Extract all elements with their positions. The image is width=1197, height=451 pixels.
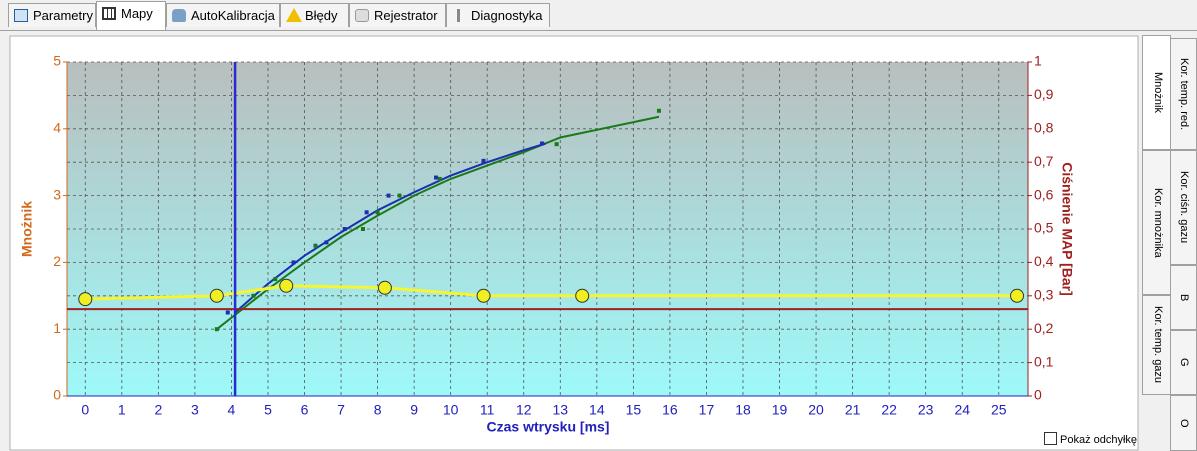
x-tick-label: 3	[191, 402, 199, 418]
tab[interactable]: Parametry	[8, 3, 96, 27]
series-line	[234, 142, 546, 314]
y-tick-label: 0	[53, 387, 61, 403]
x-tick-label: 4	[228, 402, 236, 418]
data-marker	[476, 288, 491, 303]
x-tick-label: 21	[845, 402, 861, 418]
x-tick-label: 20	[808, 402, 824, 418]
x-tick-label: 17	[699, 402, 715, 418]
checkbox[interactable]: Pokaż odchyłkę	[1044, 432, 1137, 446]
x-tick-label: 19	[772, 402, 788, 418]
x-tick-label: 18	[735, 402, 751, 418]
data-point	[375, 210, 380, 215]
data-point	[273, 277, 278, 282]
x-tick-label: 25	[991, 402, 1007, 418]
data-marker	[279, 278, 294, 293]
data-point	[386, 193, 391, 198]
x-tick-label: 10	[443, 402, 459, 418]
side-tab[interactable]: Kor. temp. gazu	[1142, 295, 1171, 395]
y2-tick-label: 0,6	[1034, 186, 1054, 202]
tab[interactable]: AutoKalibracja	[166, 3, 280, 27]
side-tab[interactable]: B	[1170, 265, 1197, 330]
data-point	[342, 227, 347, 231]
y2-tick-label: 0,8	[1034, 120, 1054, 136]
y-axis-title: Mnożnik	[19, 201, 35, 257]
chart: Mnożnik Ciśnienie MAP [Bar] Czas wtrysku…	[9, 35, 1139, 451]
data-point	[554, 142, 559, 147]
data-point	[251, 293, 256, 298]
x-tick-label: 11	[480, 402, 495, 418]
x-tick-label: 13	[552, 402, 568, 418]
x-tick-label: 2	[154, 402, 162, 418]
x-tick-label: 12	[516, 402, 532, 418]
tab-bar: Parametry Mapy AutoKalibracja Błędy Reje…	[0, 0, 1197, 31]
side-tab[interactable]: G	[1170, 330, 1197, 395]
checkbox-label: Pokaż odchyłkę	[1060, 434, 1138, 446]
data-marker	[209, 288, 224, 303]
x-tick-label: 5	[264, 402, 272, 418]
data-point	[225, 310, 230, 315]
data-point	[540, 141, 545, 146]
data-point	[364, 210, 369, 215]
data-point	[291, 260, 296, 265]
x-tick-label: 24	[954, 402, 970, 418]
tab[interactable]: Diagnostyka	[446, 3, 550, 27]
y-tick-label: 3	[53, 186, 61, 202]
y2-tick-label: 0,1	[1034, 353, 1054, 369]
x-tick-label: 1	[118, 402, 126, 418]
tab-label: Mapy	[121, 6, 153, 21]
y-tick-label: 2	[53, 253, 61, 269]
x-tick-label: 23	[918, 402, 934, 418]
data-point	[214, 327, 219, 332]
y2-tick-label: 0,4	[1034, 253, 1054, 269]
x-tick-label: 6	[301, 402, 309, 418]
data-marker	[377, 280, 392, 295]
x-tick-label: 7	[337, 402, 345, 418]
tab[interactable]: Błędy	[280, 3, 349, 27]
y-tick-label: 1	[53, 320, 61, 336]
tab[interactable]: Mapy	[96, 1, 166, 30]
tab-label: AutoKalibracja	[191, 8, 275, 23]
tab-label: Rejestrator	[374, 8, 438, 23]
side-tab[interactable]: Kor. temp. red.	[1170, 38, 1197, 150]
y2-tick-label: 0	[1034, 387, 1042, 403]
x-tick-label: 14	[589, 402, 605, 418]
y2-tick-label: 0,3	[1034, 287, 1054, 303]
side-tab[interactable]: O	[1170, 395, 1197, 451]
y-tick-label: 4	[53, 120, 61, 136]
data-point	[481, 158, 486, 163]
data-marker	[575, 288, 590, 303]
y-tick-label: 5	[53, 53, 61, 69]
x-axis-title: Czas wtrysku [ms]	[487, 419, 610, 435]
y2-tick-label: 0,2	[1034, 320, 1054, 336]
data-point	[324, 240, 329, 245]
x-tick-label: 9	[410, 402, 418, 418]
x-tick-label: 0	[81, 402, 89, 418]
x-tick-label: 8	[374, 402, 382, 418]
tab-label: Parametry	[33, 8, 93, 23]
y2-tick-label: 0,7	[1034, 153, 1054, 169]
tab[interactable]: Rejestrator	[349, 3, 446, 27]
x-tick-label: 15	[626, 402, 642, 418]
x-tick-label: 16	[662, 402, 678, 418]
x-tick-label: 22	[881, 402, 897, 418]
data-marker	[1010, 288, 1025, 303]
y2-tick-label: 0,5	[1034, 220, 1054, 236]
data-point	[434, 175, 439, 180]
data-point	[313, 243, 318, 248]
y2-tick-label: 1	[1034, 53, 1042, 69]
tab-label: Diagnostyka	[471, 8, 543, 23]
y2-tick-label: 0,9	[1034, 86, 1054, 102]
y2-axis-title: Ciśnienie MAP [Bar]	[1059, 162, 1075, 296]
side-tab[interactable]: Kor. mnożnika	[1142, 150, 1171, 295]
side-tab[interactable]: Mnożnik	[1142, 35, 1171, 150]
data-point	[656, 108, 661, 113]
data-point	[437, 176, 442, 181]
data-point	[360, 227, 365, 231]
side-tab[interactable]: Kor. ciśn. gazu	[1170, 150, 1197, 265]
data-point	[397, 193, 402, 198]
data-marker	[78, 292, 93, 307]
tab-label: Błędy	[305, 8, 338, 23]
checkbox-box[interactable]	[1044, 432, 1057, 445]
